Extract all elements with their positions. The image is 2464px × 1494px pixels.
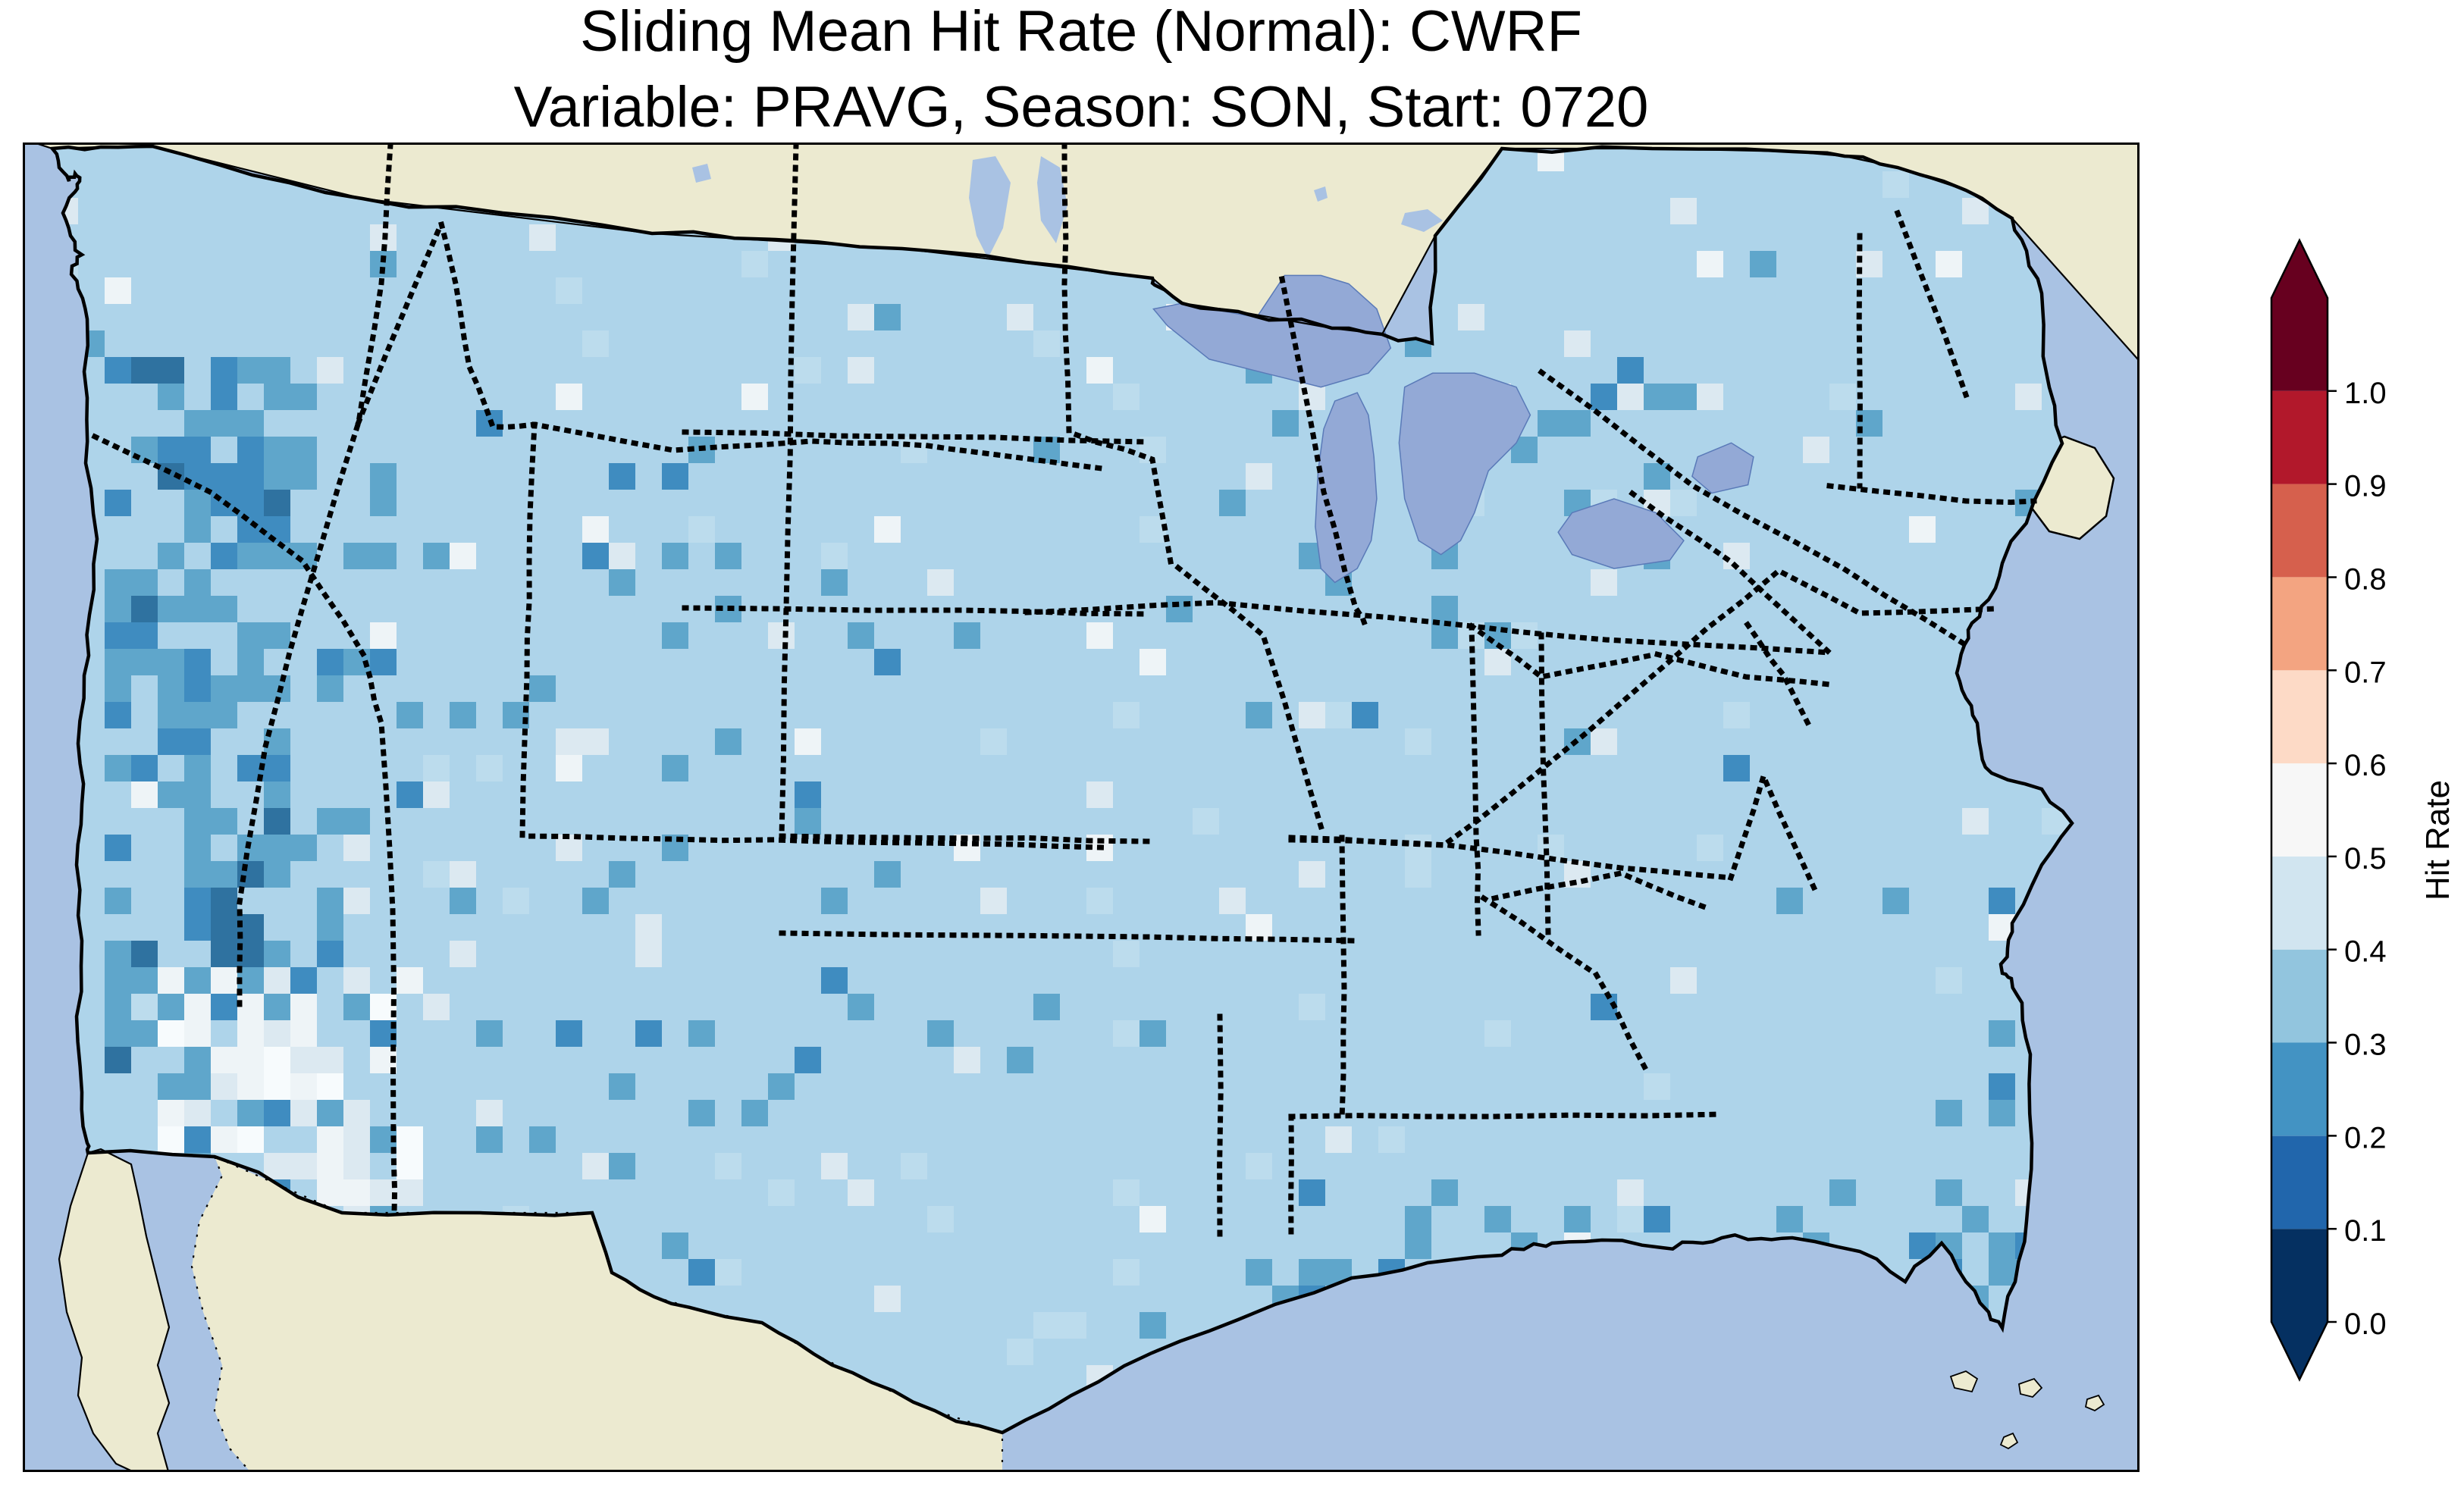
svg-text:0.3: 0.3	[2344, 1029, 2387, 1062]
svg-text:0.9: 0.9	[2344, 470, 2387, 503]
svg-text:1.0: 1.0	[2344, 377, 2387, 410]
svg-text:0.2: 0.2	[2344, 1121, 2387, 1154]
svg-text:0.4: 0.4	[2344, 935, 2387, 969]
svg-text:0.8: 0.8	[2344, 563, 2387, 597]
svg-text:Hit Rate: Hit Rate	[2419, 780, 2456, 900]
svg-text:0.5: 0.5	[2344, 842, 2387, 875]
svg-text:0.1: 0.1	[2344, 1214, 2387, 1248]
svg-text:0.0: 0.0	[2344, 1308, 2387, 1341]
svg-text:0.7: 0.7	[2344, 656, 2387, 689]
svg-text:0.6: 0.6	[2344, 749, 2387, 782]
